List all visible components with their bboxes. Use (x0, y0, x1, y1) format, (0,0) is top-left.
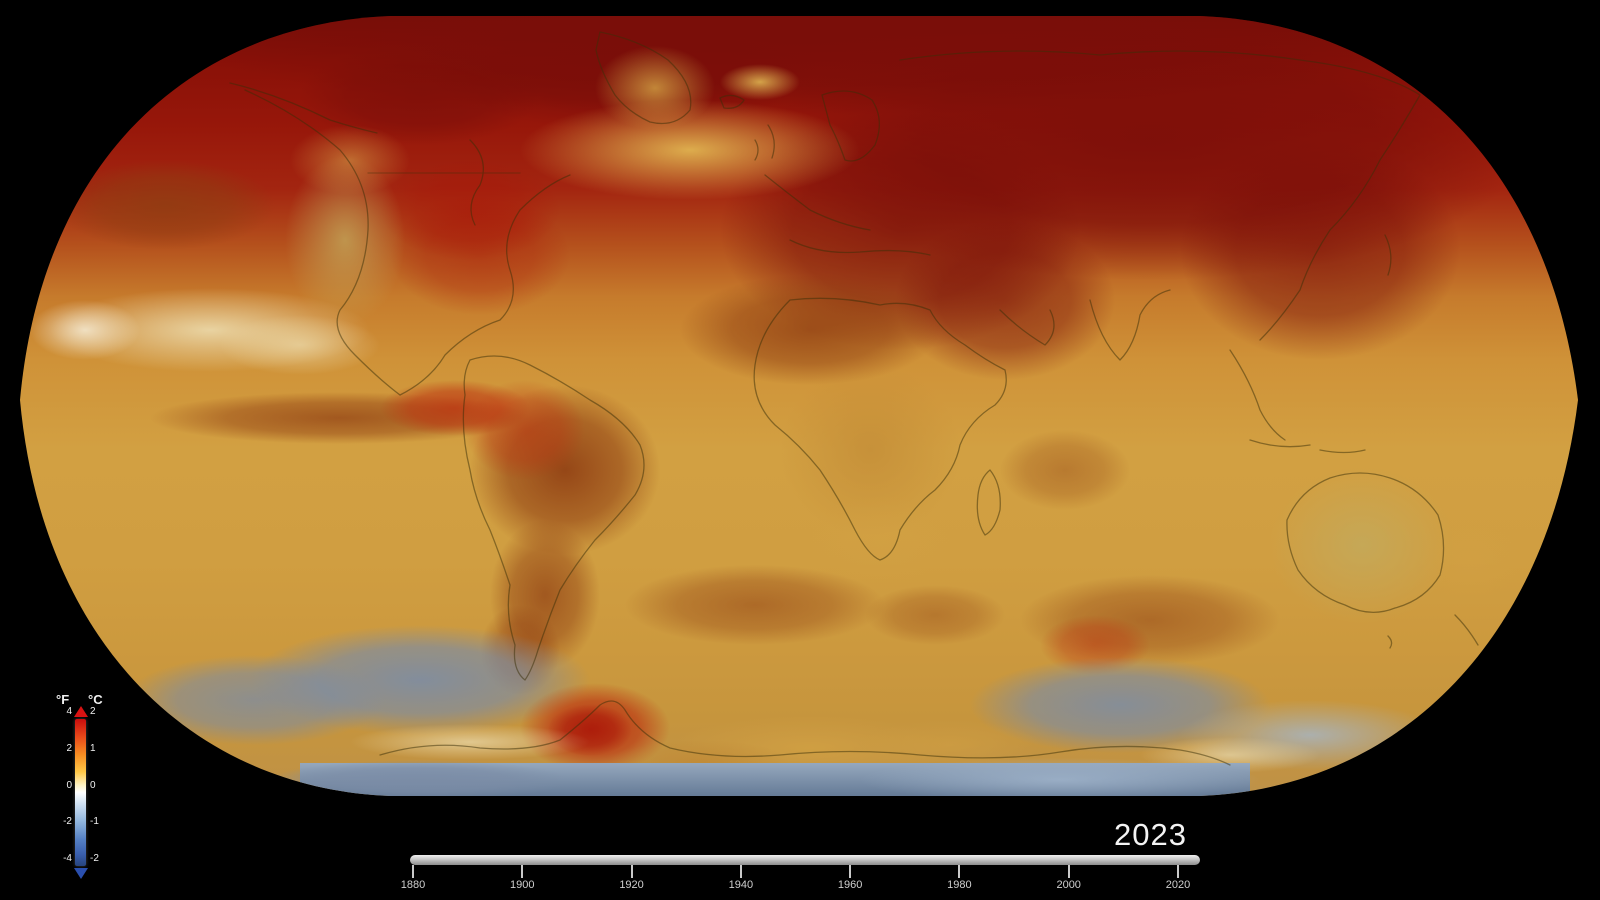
continent-outlines (229, 31, 1479, 766)
below-scale-down-arrow-icon (74, 868, 88, 879)
temperature-legend: °F °C 4 2 2 1 0 0 -2 -1 -4 -2 (52, 692, 126, 892)
fahrenheit-tick-value: 4 (66, 706, 72, 717)
celsius-tick-value: 1 (90, 742, 96, 754)
celsius-tick-value: -2 (90, 853, 99, 864)
fahrenheit-tick-value: -2 (63, 816, 72, 828)
fahrenheit-tick-value: 0 (66, 779, 72, 791)
timeline-tick (739, 865, 742, 878)
timeline-tick (1177, 865, 1179, 878)
fahrenheit-tick-value: -4 (63, 853, 72, 864)
fahrenheit-tick-value: 2 (66, 742, 72, 754)
celsius-tick-value: 0 (90, 779, 96, 791)
timeline-year-label: 1940 (728, 879, 754, 891)
timeline-year-label: 2000 (1056, 879, 1081, 891)
fahrenheit-unit-label: °F (56, 692, 70, 707)
timeline-track[interactable] (410, 855, 1200, 865)
timeline-tick (630, 865, 633, 878)
timeline-year-label: 2020 (1165, 879, 1191, 891)
celsius-tick-value: 2 (90, 706, 96, 717)
year-timeline: 1880 1900 1920 1940 1960 1980 2000 2020 (401, 853, 1200, 895)
timeline-tick (521, 865, 524, 878)
legend-colorbar (75, 719, 86, 866)
legend-tick-row: -2 -1 (52, 816, 126, 828)
above-scale-up-arrow-icon (74, 706, 88, 717)
timeline-tick (412, 865, 414, 878)
celsius-unit-label: °C (88, 692, 103, 707)
timeline-tick (958, 865, 961, 878)
timeline-year-label: 1900 (510, 879, 535, 891)
timeline-year-label: 1980 (947, 879, 972, 891)
current-year-display: 2023 (1114, 817, 1187, 852)
timeline-tick (849, 865, 852, 878)
timeline-tick (1067, 865, 1070, 878)
celsius-tick-value: -1 (90, 816, 99, 828)
timeline-year-label: 1960 (837, 879, 863, 891)
timeline-year-label: 1920 (619, 879, 644, 891)
legend-tick-row: -4 -2 (52, 853, 126, 865)
timeline-year-label: 1880 (400, 879, 426, 891)
